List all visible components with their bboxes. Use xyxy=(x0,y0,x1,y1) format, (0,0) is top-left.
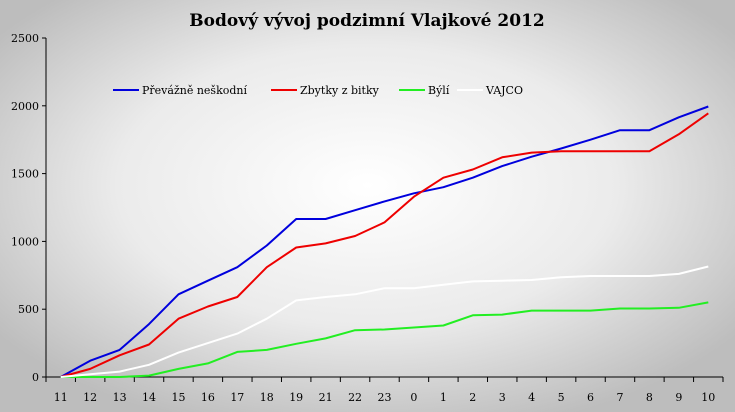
y-tick-label: 2500 xyxy=(11,32,39,45)
y-tick-label: 1500 xyxy=(11,168,39,181)
y-tick-label: 500 xyxy=(18,303,39,316)
x-tick-label: 8 xyxy=(646,391,653,404)
x-tick-label: 18 xyxy=(260,391,274,404)
legend-label-3: Býlí xyxy=(428,84,450,97)
x-tick-label: 15 xyxy=(171,391,185,404)
x-tick-label: 17 xyxy=(230,391,244,404)
x-tick-label: 21 xyxy=(319,391,333,404)
y-tick-label: 0 xyxy=(32,371,39,384)
legend-label-2: Zbytky z bitky xyxy=(300,84,380,97)
x-tick-label: 1 xyxy=(440,391,447,404)
x-tick-label: 6 xyxy=(587,391,594,404)
x-tick-label: 10 xyxy=(701,391,715,404)
series-line-2 xyxy=(60,112,709,378)
x-tick-label: 19 xyxy=(289,391,303,404)
legend: Převážně neškodní Zbytky z bitky Býlí VAJCO xyxy=(113,84,523,97)
y-tick-label: 2000 xyxy=(11,100,39,113)
x-tick-label: 7 xyxy=(616,391,623,404)
x-tick-label: 4 xyxy=(528,391,535,404)
legend-label-1: Převážně neškodní xyxy=(142,84,247,97)
x-tick-label: 3 xyxy=(499,391,506,404)
x-tick-label: 14 xyxy=(142,391,156,404)
x-tick-label: 2 xyxy=(469,391,476,404)
series-layer xyxy=(60,105,709,378)
x-tick-label: 16 xyxy=(201,391,215,404)
x-tick-label: 11 xyxy=(54,391,68,404)
series-line-1 xyxy=(60,105,709,378)
chart-title: Bodový vývoj podzimní Vlajkové 2012 xyxy=(189,11,544,31)
x-tick-label: 13 xyxy=(113,391,127,404)
series-line-3 xyxy=(60,301,709,378)
x-tick-label: 23 xyxy=(378,391,392,404)
series-line-4 xyxy=(60,265,709,378)
x-tick-label: 0 xyxy=(410,391,417,404)
x-tick-label: 5 xyxy=(558,391,565,404)
x-tick-label: 22 xyxy=(348,391,362,404)
x-tick-label: 12 xyxy=(83,391,97,404)
y-tick-label: 1000 xyxy=(11,235,39,248)
x-tick-label: 9 xyxy=(675,391,682,404)
legend-label-4: VAJCO xyxy=(485,84,523,97)
